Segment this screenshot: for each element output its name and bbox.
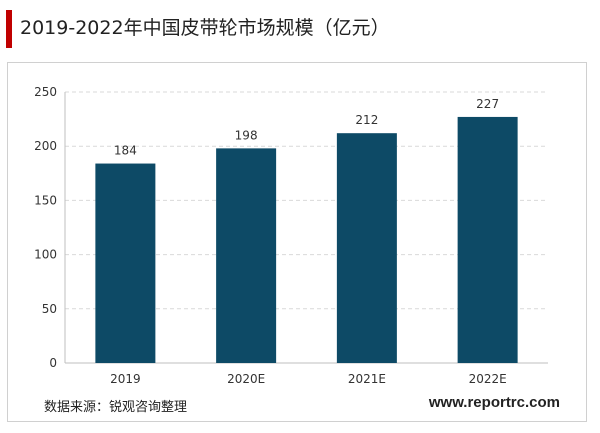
bar-value-label: 184 bbox=[114, 144, 137, 158]
bar bbox=[336, 133, 397, 363]
chart-frame bbox=[7, 62, 587, 422]
y-tick-label: 250 bbox=[34, 85, 57, 99]
y-tick-label: 0 bbox=[49, 356, 57, 370]
x-tick-label: 2020E bbox=[227, 372, 265, 386]
website-url[interactable]: www.reportrc.com bbox=[428, 394, 560, 411]
y-tick-label: 50 bbox=[42, 302, 57, 316]
bar bbox=[95, 163, 156, 363]
bar-value-label: 198 bbox=[235, 128, 258, 142]
bar-value-label: 227 bbox=[476, 97, 499, 111]
x-tick-label: 2019 bbox=[110, 372, 141, 386]
bar-value-label: 212 bbox=[355, 113, 378, 127]
x-tick-label: 2021E bbox=[348, 372, 386, 386]
bar bbox=[216, 148, 277, 363]
bar bbox=[457, 116, 518, 363]
data-source-note: 数据来源：锐观咨询整理 bbox=[44, 400, 188, 415]
title-accent-bar bbox=[6, 10, 12, 48]
y-tick-label: 200 bbox=[34, 139, 57, 153]
x-tick-label: 2022E bbox=[469, 372, 507, 386]
y-tick-label: 150 bbox=[34, 193, 57, 207]
y-tick-label: 100 bbox=[34, 248, 57, 262]
chart-title: 2019-2022年中国皮带轮市场规模（亿元） bbox=[20, 17, 390, 39]
